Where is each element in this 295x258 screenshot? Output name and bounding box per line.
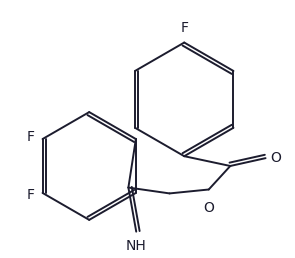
Text: F: F [180, 21, 188, 35]
Text: O: O [271, 151, 281, 165]
Text: F: F [27, 188, 35, 202]
Text: NH: NH [126, 239, 147, 253]
Text: O: O [203, 201, 214, 215]
Text: F: F [27, 130, 35, 144]
